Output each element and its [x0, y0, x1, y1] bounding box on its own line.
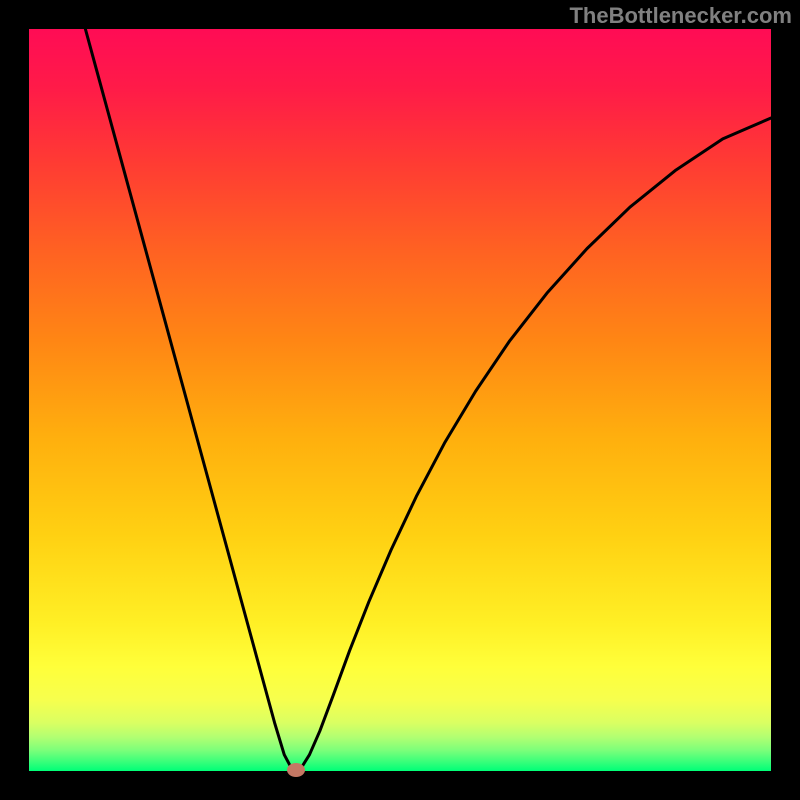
plot-area	[29, 29, 771, 771]
bottleneck-curve	[85, 29, 771, 771]
optimum-marker	[287, 763, 305, 777]
watermark-label: TheBottlenecker.com	[569, 3, 792, 29]
chart-container: TheBottlenecker.com	[0, 0, 800, 800]
bottleneck-curve-svg	[29, 29, 771, 771]
